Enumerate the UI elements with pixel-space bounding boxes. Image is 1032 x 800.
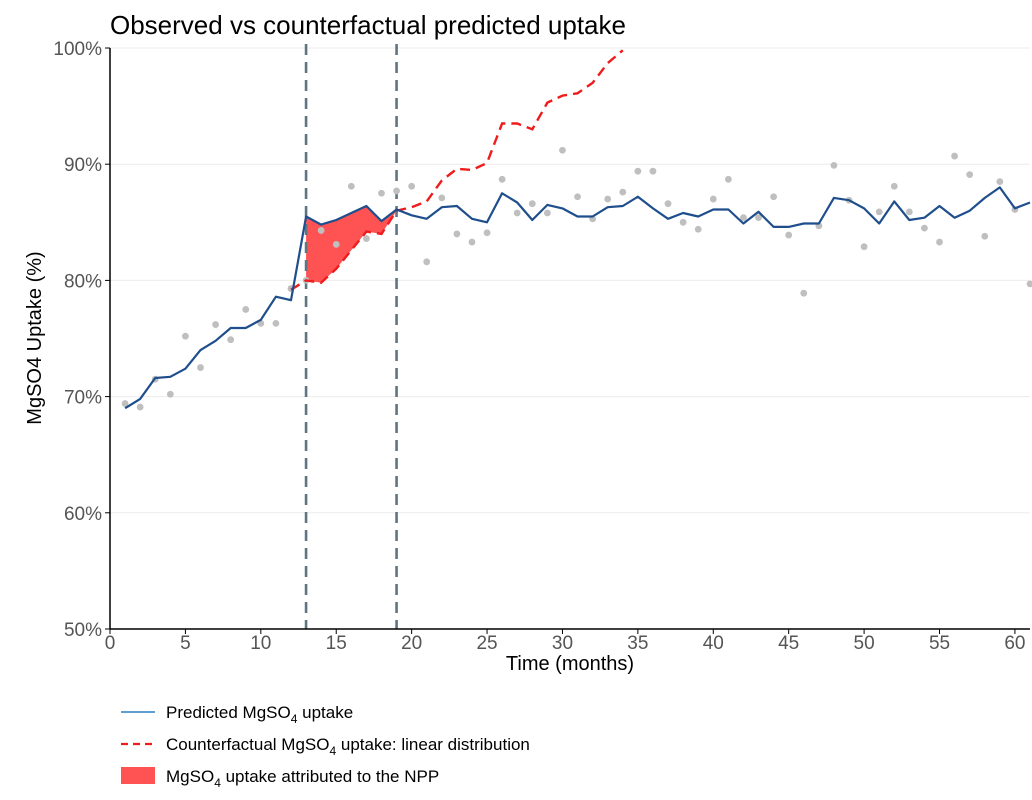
observed-point bbox=[272, 319, 280, 327]
counterfactual-line bbox=[290, 49, 624, 291]
x-axis-label: Time (months) bbox=[506, 653, 634, 675]
observed-point bbox=[332, 240, 340, 248]
observed-point bbox=[347, 182, 355, 190]
observed-point bbox=[317, 227, 325, 234]
observed-point bbox=[543, 209, 551, 217]
observed-point bbox=[528, 200, 536, 208]
observed-point bbox=[755, 214, 762, 222]
attributed-area bbox=[306, 206, 397, 283]
observed-point bbox=[227, 336, 235, 344]
observed-point bbox=[740, 214, 747, 222]
observed-point bbox=[559, 146, 566, 154]
grid bbox=[110, 47, 1030, 514]
observed-point bbox=[182, 332, 189, 340]
lines-layer bbox=[124, 49, 1031, 410]
observed-point bbox=[423, 258, 431, 266]
observed-point bbox=[694, 225, 702, 233]
observed-point bbox=[604, 195, 612, 203]
vertical-lines-layer bbox=[304, 44, 398, 629]
observed-point bbox=[936, 238, 943, 246]
observed-point bbox=[121, 400, 129, 407]
observed-point bbox=[649, 167, 657, 175]
observed-point bbox=[438, 194, 446, 202]
observed-point bbox=[393, 187, 400, 195]
observed-point bbox=[830, 161, 838, 169]
x-tick-label: 0 bbox=[105, 633, 116, 654]
legend-label: MgSO4 uptake attributed to the NPP bbox=[166, 767, 439, 790]
observed-point bbox=[1026, 280, 1032, 288]
x-tick-label: 55 bbox=[929, 633, 950, 654]
observed-point bbox=[513, 209, 521, 217]
observed-point bbox=[197, 364, 204, 371]
chart-title: Observed vs counterfactual predicted upt… bbox=[110, 10, 626, 40]
observed-point bbox=[408, 182, 416, 190]
observed-point bbox=[709, 195, 717, 203]
observed-point bbox=[483, 229, 491, 237]
observed-point bbox=[770, 193, 778, 201]
y-tick-label: 100% bbox=[53, 39, 102, 60]
observed-point bbox=[136, 403, 144, 411]
y-tick-label: 80% bbox=[64, 271, 102, 292]
x-tick-label: 15 bbox=[326, 633, 347, 654]
y-tick-labels: 50% 60% 70% 80% 90% 100% bbox=[53, 39, 102, 641]
legend-label: Counterfactual MgSO4 uptake: linear dist… bbox=[166, 735, 530, 758]
observed-points-layer bbox=[121, 146, 1032, 411]
y-axis-label: MgSO4 Uptake (%) bbox=[24, 251, 46, 424]
axes bbox=[105, 47, 1030, 634]
observed-point bbox=[951, 152, 958, 160]
observed-point bbox=[860, 243, 868, 251]
x-tick-labels: 0 5 10 15 20 25 30 35 40 45 50 55 60 bbox=[105, 633, 1026, 654]
observed-point bbox=[362, 235, 370, 242]
attributed-area-layer bbox=[306, 206, 397, 283]
x-tick-label: 60 bbox=[1004, 633, 1025, 654]
y-tick-label: 60% bbox=[64, 504, 102, 525]
legend: Predicted MgSO4 uptake Counterfactual MgS… bbox=[121, 703, 530, 790]
observed-point bbox=[166, 390, 174, 398]
y-tick-label: 70% bbox=[64, 388, 102, 409]
observed-point bbox=[634, 167, 642, 175]
observed-point bbox=[453, 230, 461, 238]
observed-point bbox=[468, 238, 476, 246]
x-tick-label: 25 bbox=[476, 633, 497, 654]
observed-point bbox=[996, 178, 1004, 186]
observed-point bbox=[875, 208, 883, 216]
observed-point bbox=[785, 231, 793, 239]
observed-point bbox=[800, 289, 808, 297]
observed-point bbox=[574, 193, 581, 201]
observed-point bbox=[212, 321, 219, 328]
observed-point bbox=[905, 208, 913, 216]
x-tick-label: 10 bbox=[250, 633, 271, 654]
x-tick-label: 5 bbox=[180, 633, 191, 654]
observed-point bbox=[724, 175, 732, 183]
x-tick-label: 40 bbox=[703, 633, 724, 654]
x-tick-label: 30 bbox=[552, 633, 573, 654]
observed-point bbox=[619, 188, 627, 196]
observed-point bbox=[679, 218, 687, 226]
observed-point bbox=[242, 306, 250, 313]
x-tick-label: 45 bbox=[778, 633, 799, 654]
observed-point bbox=[890, 182, 898, 190]
legend-area-key bbox=[121, 767, 155, 784]
x-tick-label: 20 bbox=[401, 633, 422, 654]
observed-point bbox=[921, 224, 928, 232]
observed-point bbox=[378, 189, 385, 197]
y-tick-label: 50% bbox=[64, 620, 102, 641]
x-tick-label: 35 bbox=[627, 633, 648, 654]
observed-point bbox=[981, 232, 989, 240]
observed-point bbox=[498, 175, 506, 183]
observed-point bbox=[664, 200, 672, 208]
observed-point bbox=[966, 171, 974, 179]
y-tick-label: 90% bbox=[64, 155, 102, 176]
predicted-line bbox=[124, 186, 1031, 410]
x-tick-label: 50 bbox=[854, 633, 875, 654]
legend-label: Predicted MgSO4 uptake bbox=[166, 703, 353, 726]
